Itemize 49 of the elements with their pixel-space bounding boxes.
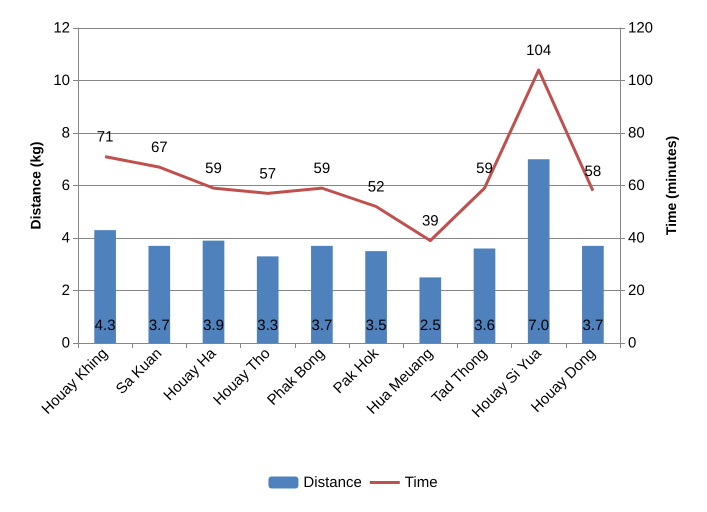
legend-label: Distance bbox=[303, 474, 362, 491]
y-tick-label: 0 bbox=[62, 334, 70, 352]
data-label: 67 bbox=[150, 139, 168, 156]
data-label: 3.5 bbox=[366, 317, 387, 334]
y2-tick-label: 60 bbox=[628, 177, 645, 194]
y2-tick-label: 100 bbox=[628, 72, 654, 89]
bar bbox=[202, 240, 224, 343]
y2-tick-label: 0 bbox=[628, 334, 636, 352]
legend-label: Time bbox=[404, 474, 438, 491]
data-label: 58 bbox=[584, 162, 602, 180]
bar bbox=[256, 256, 279, 343]
bar bbox=[148, 246, 170, 343]
data-label: 59 bbox=[314, 160, 330, 178]
data-label: 3.3 bbox=[257, 317, 278, 334]
data-label: 52 bbox=[368, 178, 384, 196]
bar bbox=[474, 248, 496, 343]
bar bbox=[311, 246, 333, 343]
y2-axis-title: Time (minutes) bbox=[662, 136, 679, 236]
data-label: 59 bbox=[476, 160, 493, 178]
y2-tick-label: 120 bbox=[628, 20, 654, 36]
y2-tick-label: 40 bbox=[628, 230, 645, 246]
data-label: 7.0 bbox=[528, 317, 550, 334]
y-axis-title: Distance (kg) bbox=[27, 142, 44, 230]
data-label: 3.6 bbox=[474, 317, 495, 334]
data-label: 3.9 bbox=[203, 317, 224, 334]
data-label: 59 bbox=[205, 160, 222, 178]
data-label: 4.3 bbox=[94, 317, 116, 334]
data-label: 3.7 bbox=[148, 317, 170, 334]
data-label: 71 bbox=[96, 128, 114, 146]
data-label: 57 bbox=[259, 165, 276, 182]
data-label: 3.7 bbox=[582, 317, 604, 334]
bar bbox=[94, 230, 116, 343]
data-label: 2.5 bbox=[420, 317, 441, 334]
data-label: 104 bbox=[526, 42, 552, 59]
data-label: 3.7 bbox=[311, 317, 332, 334]
x-tick-label: Pak Hok bbox=[330, 344, 382, 398]
bar bbox=[419, 277, 442, 343]
y-tick-label: 12 bbox=[53, 20, 70, 36]
y-tick-label: 6 bbox=[62, 177, 70, 194]
y-tick-label: 2 bbox=[62, 282, 70, 299]
bar bbox=[365, 251, 387, 343]
data-label: 39 bbox=[422, 212, 439, 230]
y-tick-label: 10 bbox=[53, 72, 70, 89]
y-tick-label: 4 bbox=[62, 230, 70, 246]
bar bbox=[582, 246, 604, 343]
y2-tick-label: 80 bbox=[628, 124, 645, 142]
bar bbox=[528, 159, 550, 343]
y-tick-label: 8 bbox=[62, 124, 70, 142]
y2-tick-label: 20 bbox=[628, 282, 645, 299]
